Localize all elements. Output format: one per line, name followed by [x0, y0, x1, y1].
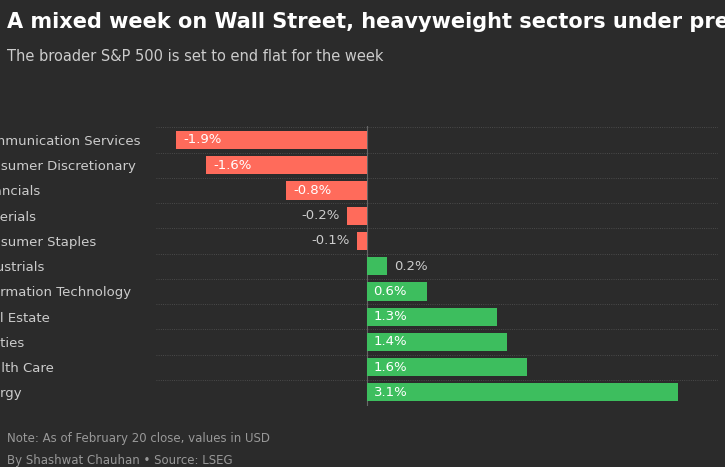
Bar — [367, 257, 386, 275]
Text: -0.1%: -0.1% — [311, 234, 349, 248]
Bar — [367, 333, 507, 351]
Bar — [206, 156, 367, 174]
Bar — [367, 283, 427, 301]
Text: -0.8%: -0.8% — [294, 184, 331, 197]
Bar — [367, 383, 678, 402]
Text: A mixed week on Wall Street, heavyweight sectors under pressure: A mixed week on Wall Street, heavyweight… — [7, 12, 725, 32]
Text: 1.4%: 1.4% — [373, 335, 407, 348]
Bar — [367, 308, 497, 326]
Bar — [286, 181, 367, 199]
Text: 3.1%: 3.1% — [373, 386, 407, 399]
Text: 0.2%: 0.2% — [394, 260, 427, 273]
Text: 0.6%: 0.6% — [373, 285, 407, 298]
Bar — [347, 206, 367, 225]
Bar — [367, 358, 527, 376]
Text: By Shashwat Chauhan • Source: LSEG: By Shashwat Chauhan • Source: LSEG — [7, 454, 233, 467]
Text: -1.6%: -1.6% — [213, 159, 252, 172]
Text: Note: As of February 20 close, values in USD: Note: As of February 20 close, values in… — [7, 432, 270, 445]
Bar — [176, 131, 367, 149]
Text: 1.3%: 1.3% — [373, 310, 407, 323]
Bar — [357, 232, 367, 250]
Text: 1.6%: 1.6% — [373, 361, 407, 374]
Text: The broader S&P 500 is set to end flat for the week: The broader S&P 500 is set to end flat f… — [7, 49, 384, 64]
Text: -0.2%: -0.2% — [301, 209, 339, 222]
Text: -1.9%: -1.9% — [183, 134, 221, 147]
